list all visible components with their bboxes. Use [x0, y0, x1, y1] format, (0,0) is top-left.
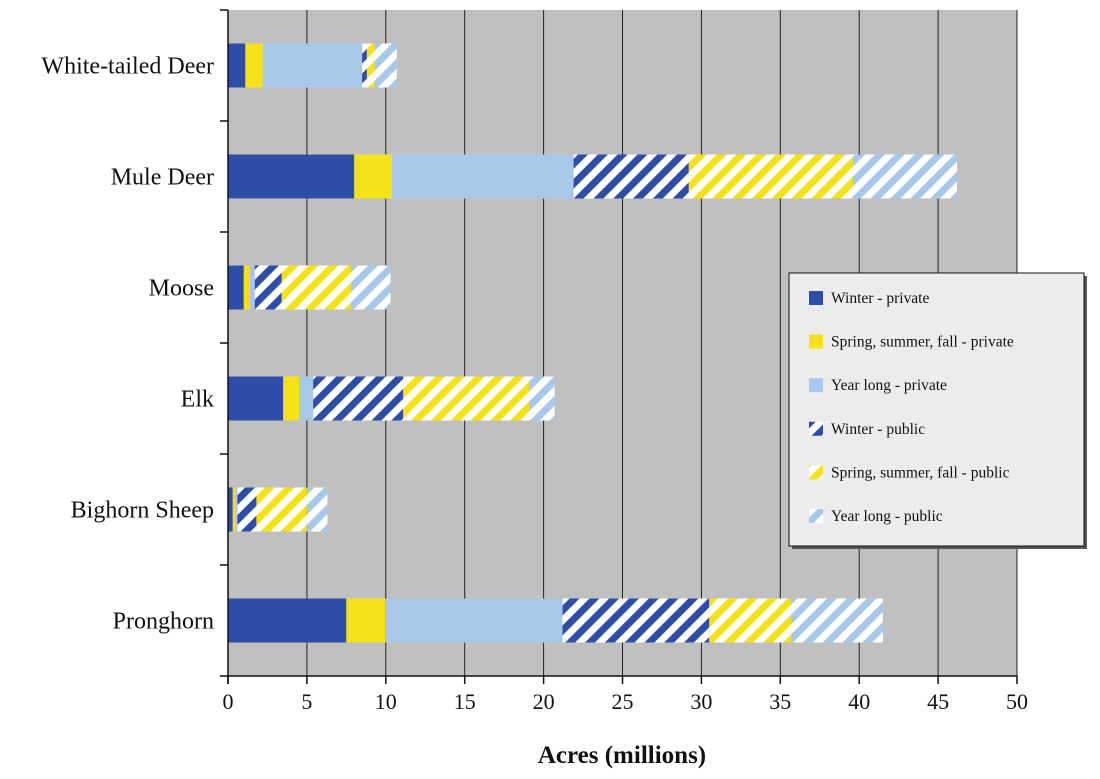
- x-tick-label: 0: [223, 689, 234, 714]
- legend-label: Year long - public: [831, 508, 943, 525]
- bar-moose-winter-private: [228, 265, 244, 310]
- bar-bighorn-sheep-winter-private: [228, 487, 233, 532]
- category-label: White-tailed Deer: [41, 54, 214, 80]
- bar-bighorn-sheep-winter-public: [237, 487, 257, 532]
- bar-mule-deer-year-long-public: [852, 154, 958, 199]
- bar-pronghorn-year-long-public: [791, 598, 883, 643]
- bar-moose-spring-summer-fall-private: [243, 265, 251, 310]
- bar-bighorn-sheep-spring-summer-fall-public: [256, 487, 307, 532]
- x-tick-label: 10: [375, 689, 397, 714]
- bar-mule-deer-winter-private: [228, 154, 355, 199]
- bar-moose-year-long-public: [351, 265, 391, 310]
- bar-elk-winter-private: [228, 376, 284, 421]
- bar-white-tailed-deer-spring-summer-fall-public: [366, 43, 375, 88]
- bar-white-tailed-deer-winter-private: [228, 43, 246, 88]
- legend-swatch: [809, 334, 823, 349]
- category-label: Bighorn Sheep: [71, 498, 214, 524]
- bar-bighorn-sheep-year-long-public: [306, 487, 328, 532]
- x-axis-title: Acres (millions): [538, 742, 706, 769]
- legend-swatch: [809, 465, 823, 480]
- x-tick-label: 25: [612, 689, 634, 714]
- x-tick-label: 15: [454, 689, 476, 714]
- bar-moose-year-long-private: [250, 265, 255, 310]
- bar-pronghorn-spring-summer-fall-public: [709, 598, 792, 643]
- legend-label: Spring, summer, fall - private: [831, 334, 1014, 351]
- bar-elk-winter-public: [313, 376, 404, 421]
- bar-pronghorn-year-long-private: [385, 598, 563, 643]
- bar-white-tailed-deer-year-long-private: [262, 43, 363, 88]
- bar-pronghorn-spring-summer-fall-private: [346, 598, 386, 643]
- legend-swatch: [809, 509, 823, 523]
- bar-mule-deer-spring-summer-fall-public: [688, 154, 853, 199]
- legend-swatch: [809, 378, 823, 393]
- category-label: Moose: [149, 276, 214, 302]
- legend-box: [788, 272, 1085, 547]
- x-tick-label: 45: [927, 689, 949, 714]
- x-tick-label: 5: [301, 689, 312, 714]
- bar-elk-spring-summer-fall-public: [403, 376, 530, 421]
- x-tick-label: 20: [533, 689, 555, 714]
- legend-label: Year long - private: [831, 377, 947, 394]
- bar-mule-deer-winter-public: [573, 154, 689, 199]
- legend: Winter - private Spring, summer, fall - p…: [788, 272, 1087, 549]
- category-label: Pronghorn: [113, 609, 214, 635]
- bar-mule-deer-spring-summer-fall-private: [354, 154, 393, 199]
- bar-moose-spring-summer-fall-public: [281, 265, 352, 310]
- legend-label: Spring, summer, fall - public: [831, 464, 1010, 481]
- bar-pronghorn-winter-private: [228, 598, 347, 643]
- legend-swatch: [809, 291, 823, 305]
- bar-bighorn-sheep-spring-summer-fall-private: [232, 487, 236, 532]
- x-tick-label: 35: [769, 689, 791, 714]
- bar-pronghorn-winter-public: [562, 598, 710, 643]
- bar-moose-winter-public: [254, 265, 282, 310]
- category-label: Elk: [181, 387, 214, 413]
- bar-white-tailed-deer-winter-public: [362, 43, 367, 88]
- x-tick-label: 40: [848, 689, 870, 714]
- bar-white-tailed-deer-spring-summer-fall-private: [245, 43, 263, 88]
- x-tick-label: 50: [1006, 689, 1028, 714]
- legend-swatch: [809, 421, 823, 436]
- legend-label: Winter - private: [831, 290, 929, 307]
- bar-bighorn-sheep-year-long-private: [235, 487, 238, 532]
- bar-white-tailed-deer-year-long-public: [374, 43, 397, 88]
- category-label: Mule Deer: [111, 165, 214, 191]
- bar-elk-year-long-private: [299, 376, 314, 421]
- bar-elk-year-long-public: [529, 376, 555, 421]
- bar-mule-deer-year-long-private: [392, 154, 574, 199]
- bar-elk-spring-summer-fall-private: [283, 376, 300, 421]
- legend-label: Winter - public: [831, 421, 925, 438]
- x-tick-label: 30: [690, 689, 712, 714]
